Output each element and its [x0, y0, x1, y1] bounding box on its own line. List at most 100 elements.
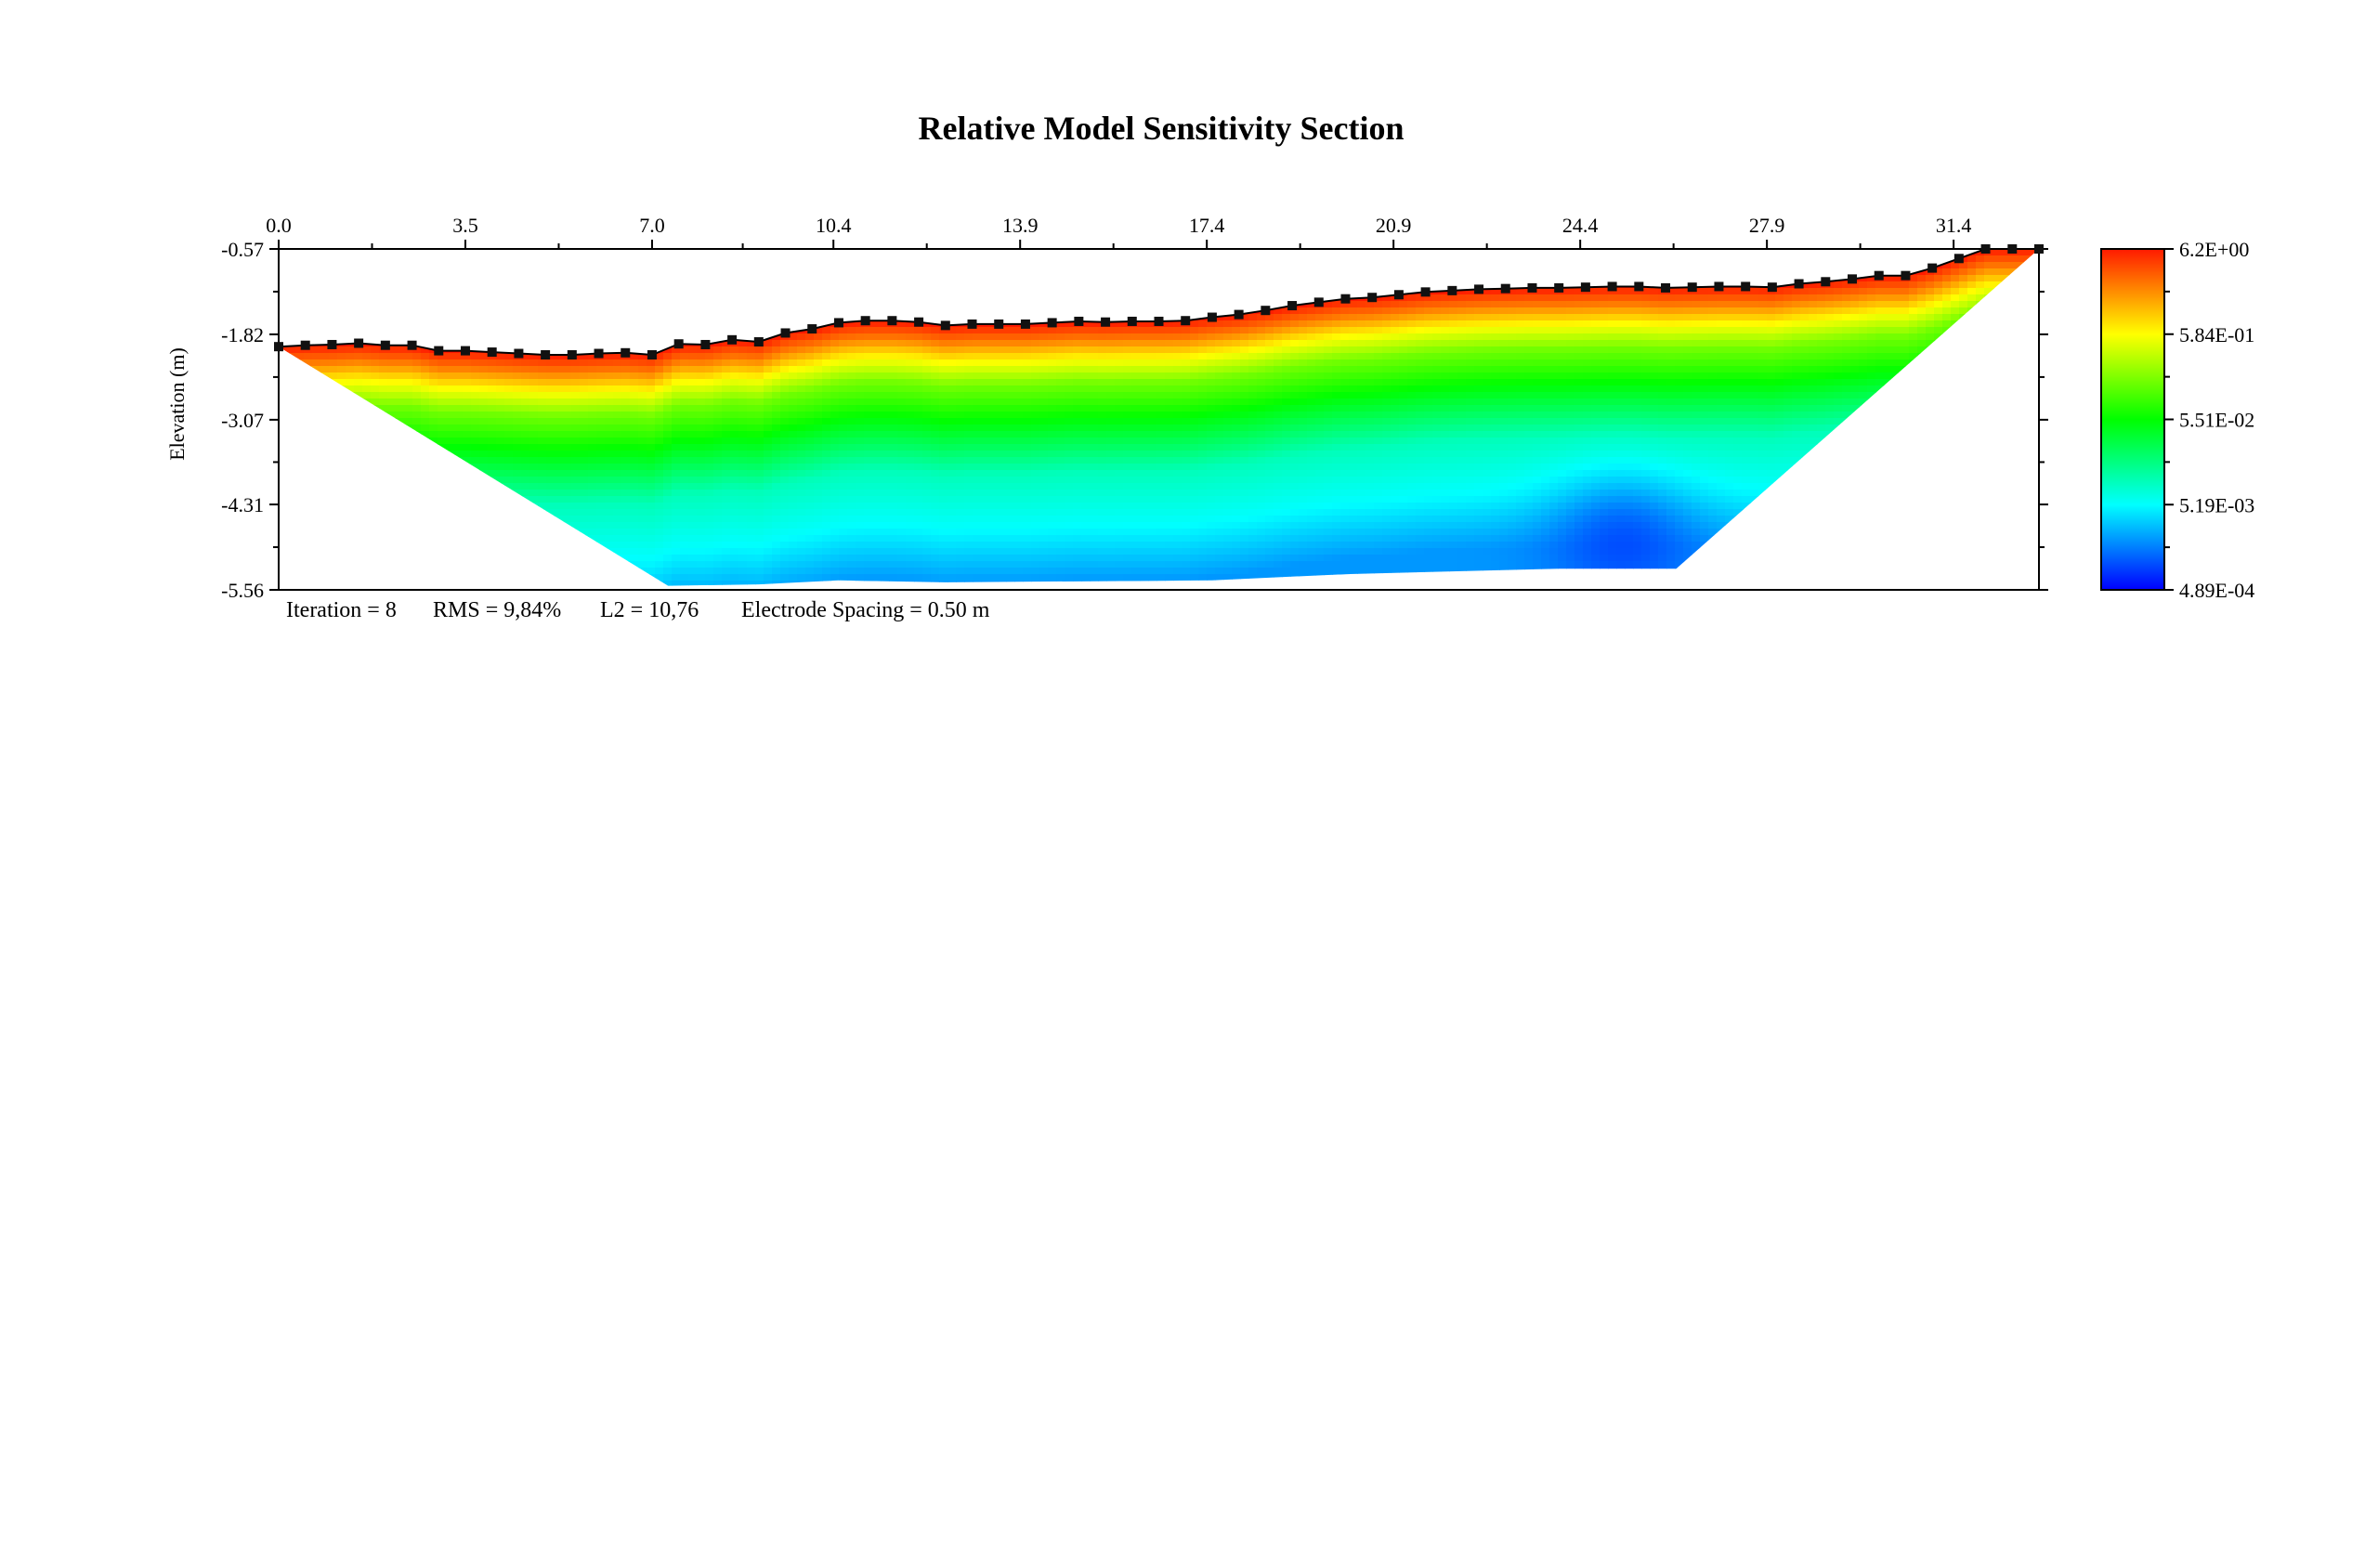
sensitivity-cell — [906, 431, 915, 438]
sensitivity-cell — [638, 385, 647, 393]
sensitivity-cell — [496, 262, 505, 269]
sensitivity-cell — [1056, 307, 1065, 315]
sensitivity-cell — [538, 262, 547, 269]
sensitivity-cell — [672, 568, 681, 575]
sensitivity-cell — [847, 340, 856, 347]
sensitivity-cell — [521, 405, 530, 412]
sensitivity-cell — [1048, 470, 1057, 477]
sensitivity-cell — [998, 412, 1007, 419]
sensitivity-cell — [279, 483, 288, 490]
sensitivity-cell — [830, 542, 840, 549]
sensitivity-cell — [513, 568, 522, 575]
sensitivity-cell — [329, 314, 338, 321]
sensitivity-cell — [906, 281, 915, 289]
sensitivity-cell — [797, 568, 806, 575]
sensitivity-cell — [764, 249, 773, 256]
sensitivity-cell — [396, 359, 405, 367]
sensitivity-cell — [571, 249, 581, 256]
sensitivity-cell — [295, 320, 305, 328]
sensitivity-cell — [396, 399, 405, 406]
sensitivity-cell — [346, 275, 355, 282]
sensitivity-cell — [571, 457, 581, 464]
sensitivity-cell — [446, 451, 455, 458]
sensitivity-cell — [471, 314, 480, 321]
sensitivity-cell — [630, 464, 639, 471]
sensitivity-cell — [1039, 405, 1049, 412]
sensitivity-cell — [730, 385, 739, 393]
sensitivity-cell — [479, 405, 489, 412]
sensitivity-cell — [797, 288, 806, 295]
sensitivity-cell — [279, 249, 288, 256]
sensitivity-cell — [638, 307, 647, 315]
sensitivity-cell — [772, 392, 781, 399]
sensitivity-cell — [939, 548, 948, 555]
sensitivity-cell — [320, 451, 330, 458]
sensitivity-cell — [939, 496, 948, 503]
sensitivity-cell — [705, 561, 714, 568]
sensitivity-cell — [1006, 535, 1015, 542]
sensitivity-cell — [479, 477, 489, 484]
sensitivity-cell — [697, 535, 706, 542]
sensitivity-cell — [764, 262, 773, 269]
sensitivity-cell — [463, 470, 472, 477]
sensitivity-cell — [588, 320, 597, 328]
sensitivity-cell — [312, 288, 321, 295]
sensitivity-cell — [655, 359, 664, 367]
sensitivity-cell — [479, 574, 489, 581]
sensitivity-cell — [973, 379, 982, 386]
sensitivity-cell — [1039, 438, 1049, 445]
sensitivity-cell — [764, 425, 773, 432]
sensitivity-cell — [638, 477, 647, 484]
sensitivity-cell — [605, 379, 614, 386]
sensitivity-cell — [421, 568, 430, 575]
sensitivity-cell — [730, 496, 739, 503]
sensitivity-cell — [287, 301, 296, 308]
sensitivity-cell — [780, 353, 790, 360]
sensitivity-cell — [371, 314, 380, 321]
sensitivity-cell — [529, 372, 539, 380]
sensitivity-cell — [279, 405, 288, 412]
sensitivity-cell — [555, 275, 564, 282]
sensitivity-cell — [362, 366, 372, 373]
sensitivity-cell — [588, 307, 597, 315]
sensitivity-cell — [713, 327, 723, 334]
sensitivity-cell — [596, 255, 606, 263]
sensitivity-cell — [387, 503, 397, 510]
sensitivity-cell — [981, 509, 990, 516]
sensitivity-cell — [956, 574, 965, 581]
sensitivity-cell — [805, 483, 815, 490]
sensitivity-cell — [320, 470, 330, 477]
sensitivity-cell — [697, 503, 706, 510]
sensitivity-cell — [914, 340, 923, 347]
sensitivity-cell — [638, 574, 647, 581]
sensitivity-cell — [521, 353, 530, 360]
sensitivity-cell — [638, 503, 647, 510]
sensitivity-cell — [1031, 340, 1040, 347]
sensitivity-cell — [320, 418, 330, 425]
sensitivity-cell — [295, 496, 305, 503]
sensitivity-cell — [663, 288, 673, 295]
sensitivity-cell — [906, 457, 915, 464]
sensitivity-cell — [822, 457, 831, 464]
sensitivity-cell — [588, 255, 597, 263]
sensitivity-cell — [981, 346, 990, 354]
sensitivity-cell — [412, 281, 422, 289]
sensitivity-cell — [613, 451, 622, 458]
sensitivity-cell — [764, 327, 773, 334]
sensitivity-cell — [396, 412, 405, 419]
sensitivity-cell — [956, 412, 965, 419]
sensitivity-cell — [571, 438, 581, 445]
sensitivity-cell — [680, 346, 689, 354]
sensitivity-cell — [973, 425, 982, 432]
sensitivity-cell — [931, 483, 940, 490]
sensitivity-cell — [1023, 405, 1032, 412]
sensitivity-cell — [312, 333, 321, 341]
sensitivity-cell — [371, 294, 380, 302]
sensitivity-cell — [680, 262, 689, 269]
sensitivity-cell — [446, 301, 455, 308]
sensitivity-cell — [362, 555, 372, 562]
sensitivity-cell — [404, 438, 413, 445]
sensitivity-cell — [981, 535, 990, 542]
sensitivity-cell — [1056, 399, 1065, 406]
sensitivity-cell — [613, 340, 622, 347]
